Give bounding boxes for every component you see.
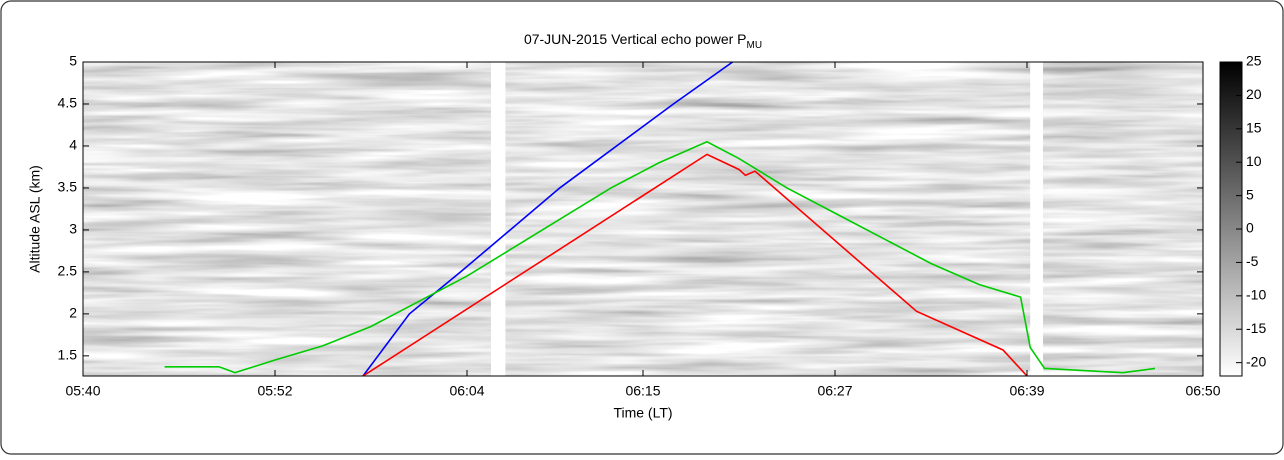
- x-tick-label: 06:50: [1185, 383, 1220, 399]
- x-tick-label: 05:40: [65, 383, 100, 399]
- y-axis-label: Altitude ASL (km): [27, 165, 43, 273]
- data-gap: [1030, 62, 1043, 376]
- series-line: [164, 140, 1156, 374]
- colorbar-tick-label: -20: [1246, 353, 1266, 369]
- title-subscript: MU: [747, 40, 763, 51]
- colorbar-tick-label: 0: [1246, 220, 1254, 236]
- y-tick-label: 2.5: [58, 263, 78, 279]
- series-line: [362, 62, 734, 376]
- colorbar-tick-label: 25: [1246, 53, 1262, 69]
- colorbar-tick-label: -10: [1246, 287, 1266, 303]
- echo-image: [83, 62, 1203, 376]
- y-tick-label: 1.5: [58, 347, 78, 363]
- series-line: [362, 153, 1028, 376]
- y-tick-label: 5: [69, 53, 77, 69]
- y-tick-label: 3: [69, 221, 77, 237]
- colorbar-tick-label: -15: [1246, 320, 1266, 336]
- data-gap: [491, 62, 506, 376]
- x-tick-label: 05:52: [257, 383, 292, 399]
- title-text: 07-JUN-2015 Vertical echo power P: [524, 31, 747, 47]
- x-tick-label: 06:15: [625, 383, 660, 399]
- x-tick-label: 06:27: [817, 383, 852, 399]
- colorbar: [1219, 61, 1243, 377]
- colorbar-tick-label: 15: [1246, 120, 1262, 136]
- colorbar-tick-label: -5: [1246, 253, 1259, 269]
- plot-area: [164, 62, 1156, 376]
- colorbar-tick-label: 5: [1246, 186, 1254, 202]
- x-axis-label: Time (LT): [613, 405, 672, 421]
- colorbar-tick-label: 20: [1246, 86, 1262, 102]
- y-tick-label: 4.5: [58, 95, 78, 111]
- colorbar-tick-label: 10: [1246, 153, 1262, 169]
- y-tick-label: 2: [69, 305, 77, 321]
- chart-title: 07-JUN-2015 Vertical echo power PMU: [524, 31, 762, 51]
- y-tick-label: 4: [69, 137, 77, 153]
- y-tick-label: 3.5: [58, 179, 78, 195]
- x-tick-label: 06:04: [449, 383, 484, 399]
- x-tick-label: 06:39: [1009, 383, 1044, 399]
